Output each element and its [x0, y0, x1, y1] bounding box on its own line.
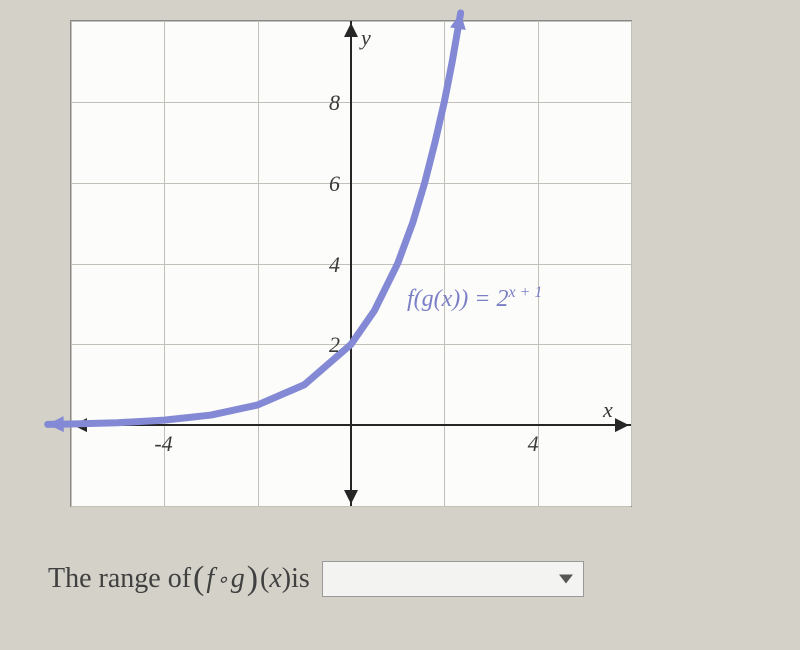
function-curve — [48, 13, 461, 424]
question-prefix: The range of — [48, 563, 191, 595]
y-tick-label: 6 — [329, 171, 340, 197]
question-suffix: is — [291, 563, 310, 595]
var-f: f — [206, 563, 214, 595]
function-label: f(g(x)) = 2x + 1 — [407, 284, 542, 313]
lparen-big: ( — [191, 560, 206, 598]
x-axis-label: x — [603, 397, 613, 423]
var-g: g — [231, 563, 245, 595]
y-axis-label: y — [361, 25, 371, 51]
rparen-big: ) — [245, 560, 260, 598]
grid-line — [631, 21, 632, 506]
y-tick-label: 2 — [329, 332, 340, 358]
composition-symbol: ∘ — [214, 567, 231, 592]
chevron-down-icon — [559, 575, 573, 584]
y-tick-label: 4 — [329, 252, 340, 278]
x-tick-label: 4 — [528, 431, 539, 457]
graph-panel: -4 4 2 4 6 8 y x f(g(x)) = 2x + 1 — [70, 20, 632, 507]
lparen-small: ( — [260, 563, 269, 595]
answer-dropdown[interactable] — [322, 561, 584, 597]
var-x: x — [269, 563, 281, 595]
question-row: The range of ( f ∘ g ) ( x ) is — [48, 560, 584, 598]
y-tick-label: 8 — [329, 90, 340, 116]
rparen-small: ) — [282, 563, 291, 595]
grid-line — [71, 506, 631, 507]
x-tick-label: -4 — [154, 431, 172, 457]
